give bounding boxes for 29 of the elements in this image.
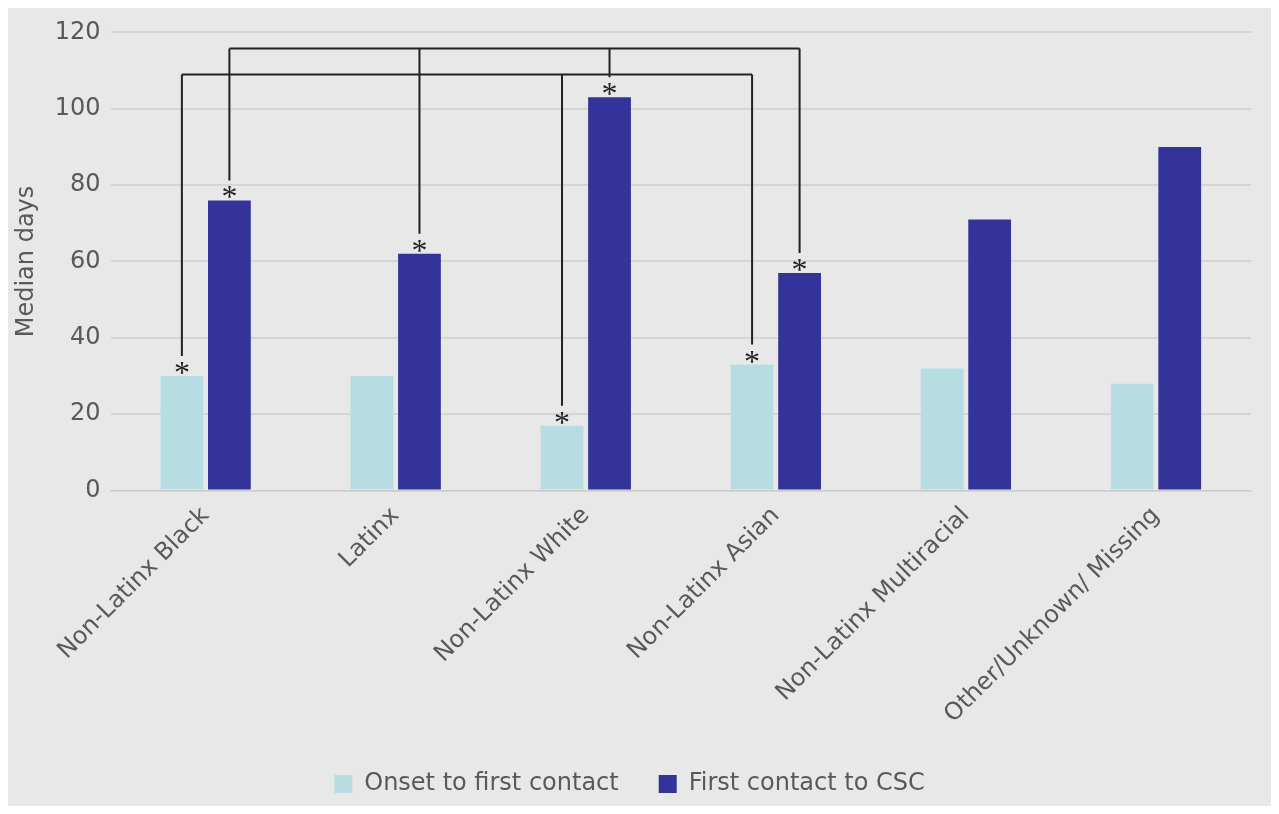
y-tick-label: 80 — [70, 169, 101, 198]
bar — [968, 219, 1012, 490]
y-tick-label: 0 — [85, 474, 101, 503]
annotation: * — [744, 342, 761, 379]
legend-label: Onset to first contact — [364, 768, 619, 797]
bar — [778, 272, 821, 490]
bar — [398, 253, 441, 490]
annotation: * — [411, 231, 428, 268]
y-tick-label: 20 — [70, 398, 101, 427]
y-axis-title: Median days — [10, 185, 39, 338]
annotation: * — [554, 403, 571, 440]
bar — [1110, 383, 1154, 490]
annotation: * — [791, 250, 808, 287]
y-tick-label: 40 — [70, 322, 101, 351]
bar — [1158, 146, 1202, 490]
annotation: * — [221, 178, 238, 215]
bar — [350, 376, 394, 490]
bar — [208, 200, 251, 490]
bar — [920, 368, 964, 490]
annotation: * — [173, 354, 190, 391]
bar — [588, 97, 631, 490]
bar — [730, 364, 774, 490]
y-tick-label: 100 — [54, 92, 101, 121]
bar — [160, 376, 204, 490]
y-tick-label: 60 — [70, 245, 101, 274]
y-tick-label: 120 — [54, 16, 101, 45]
legend-label: First contact to CSC — [688, 768, 925, 797]
bar — [540, 425, 584, 490]
annotation: * — [601, 75, 618, 112]
